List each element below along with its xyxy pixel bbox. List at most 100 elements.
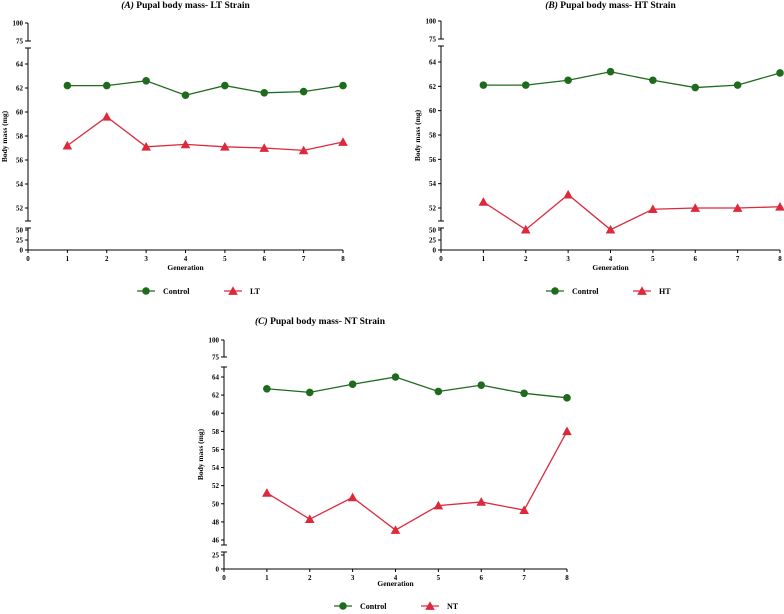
x-axis-label: Generation [592, 263, 629, 272]
x-tick-label: 5 [437, 574, 441, 582]
y-tick-label: 100 [426, 18, 437, 26]
y-tick-label: 46 [212, 537, 220, 545]
data-point-lt [220, 142, 230, 151]
y-tick-label: 50 [429, 227, 437, 235]
y-tick-label: 62 [212, 392, 220, 400]
x-tick-label: 3 [566, 255, 570, 263]
data-point-lt [259, 143, 270, 152]
x-tick-label: 2 [308, 574, 312, 582]
x-tick-label: 1 [66, 255, 70, 263]
x-tick-label: 2 [105, 255, 109, 263]
x-axis-label: Generation [167, 263, 204, 272]
data-point-lt [141, 142, 151, 151]
y-tick-label: 0 [216, 566, 220, 574]
x-tick-label: 8 [778, 255, 782, 263]
y-tick-label: 54 [16, 181, 24, 189]
x-tick-label: 7 [736, 255, 740, 263]
data-point-nt [390, 525, 401, 534]
x-tick-label: 8 [565, 574, 569, 582]
data-point-control [339, 81, 347, 90]
data-point-control [733, 81, 742, 89]
chart-panel-2: (C) Pupal body mass- NT Strain1007564626… [196, 316, 572, 611]
data-point-lt [298, 145, 309, 155]
y-tick-label: 75 [16, 38, 24, 46]
data-point-nt [519, 505, 529, 514]
data-point-control [142, 77, 150, 85]
data-point-control [479, 81, 488, 89]
chart-panel-0: (A) Pupal body mass- LT Strain 1 00 7 56 4 62 6… [0, 0, 348, 296]
x-tick-label: 4 [184, 255, 188, 263]
chart-title: (A) Pupal body mass- LT Strain [121, 0, 250, 11]
data-point-control [606, 67, 615, 76]
series-line-control [67, 80, 344, 96]
y-tick-label: 60 [429, 107, 437, 115]
legend-marker-nt [425, 601, 435, 610]
x-tick-label: 7 [522, 574, 526, 582]
data-point-nt [476, 497, 487, 506]
y-tick-label: 56 [16, 157, 24, 165]
data-point-control [776, 69, 784, 77]
data-point-ht [775, 201, 784, 211]
y-axis-label: Body mass (mg) [196, 428, 205, 480]
data-point-nt [347, 492, 358, 502]
y-tick-label: 52 [212, 482, 220, 490]
x-tick-label: 5 [651, 255, 655, 263]
data-point-ht [520, 224, 531, 234]
y-tick-label: 48 [212, 518, 220, 526]
y-tick-label: 25 [429, 237, 437, 245]
y-tick-label: 58 [429, 132, 437, 140]
y-tick-label: 50 [212, 500, 220, 508]
legend: Control HT [546, 286, 671, 296]
data-point-nt [262, 488, 272, 497]
x-tick-label: 0 [26, 255, 30, 263]
data-point-nt [433, 500, 444, 510]
y-tick-label: 62 [16, 85, 24, 93]
data-point-lt [62, 140, 73, 150]
data-point-control [63, 81, 72, 90]
legend-marker-control [142, 287, 150, 295]
x-tick-label: 2 [524, 255, 528, 263]
y-tick-label: 64 [16, 61, 24, 69]
y-tick-label: 75 [212, 354, 220, 362]
data-point-control [521, 81, 530, 89]
legend-label-control: Control [163, 287, 190, 296]
legend-label-control: Control [572, 287, 599, 296]
x-tick-label: 4 [394, 574, 398, 582]
legend-marker-control [339, 602, 347, 610]
data-point-control [102, 81, 111, 90]
y-tick-label: 54 [212, 464, 220, 472]
x-tick-label: 5 [223, 255, 227, 263]
data-point-nt [304, 514, 315, 524]
data-point-control [181, 91, 190, 99]
y-tick-label: 50 [16, 227, 24, 235]
x-tick-label: 7 [302, 255, 306, 263]
data-point-control [477, 381, 486, 389]
data-point-control [263, 384, 271, 393]
y-tick-label: 58 [16, 133, 24, 141]
data-point-control [520, 389, 528, 398]
y-tick-label: 58 [212, 428, 220, 436]
y-tick-label: 0 [20, 247, 24, 255]
data-point-control [564, 76, 572, 85]
data-point-lt [101, 112, 112, 121]
y-tick-label: 25 [16, 237, 24, 245]
y-tick-label: 100 [209, 337, 220, 345]
data-point-control [299, 87, 308, 96]
y-tick-label: 64 [212, 374, 220, 382]
data-point-ht [732, 203, 743, 212]
y-tick-label: 0 [433, 247, 437, 255]
x-tick-label: 6 [694, 255, 698, 263]
data-point-ht [690, 203, 701, 212]
legend: Control LT [137, 286, 261, 296]
x-tick-label: 8 [341, 255, 345, 263]
x-tick-label: 0 [222, 574, 226, 582]
x-axis-label: Generation [377, 579, 414, 588]
data-point-control [260, 89, 269, 97]
legend: Control NT [334, 601, 459, 611]
data-point-control [563, 394, 571, 402]
legend-label-lt: LT [250, 287, 261, 296]
series-line-control [483, 71, 781, 89]
data-point-control [649, 76, 657, 85]
data-point-ht [563, 189, 573, 199]
